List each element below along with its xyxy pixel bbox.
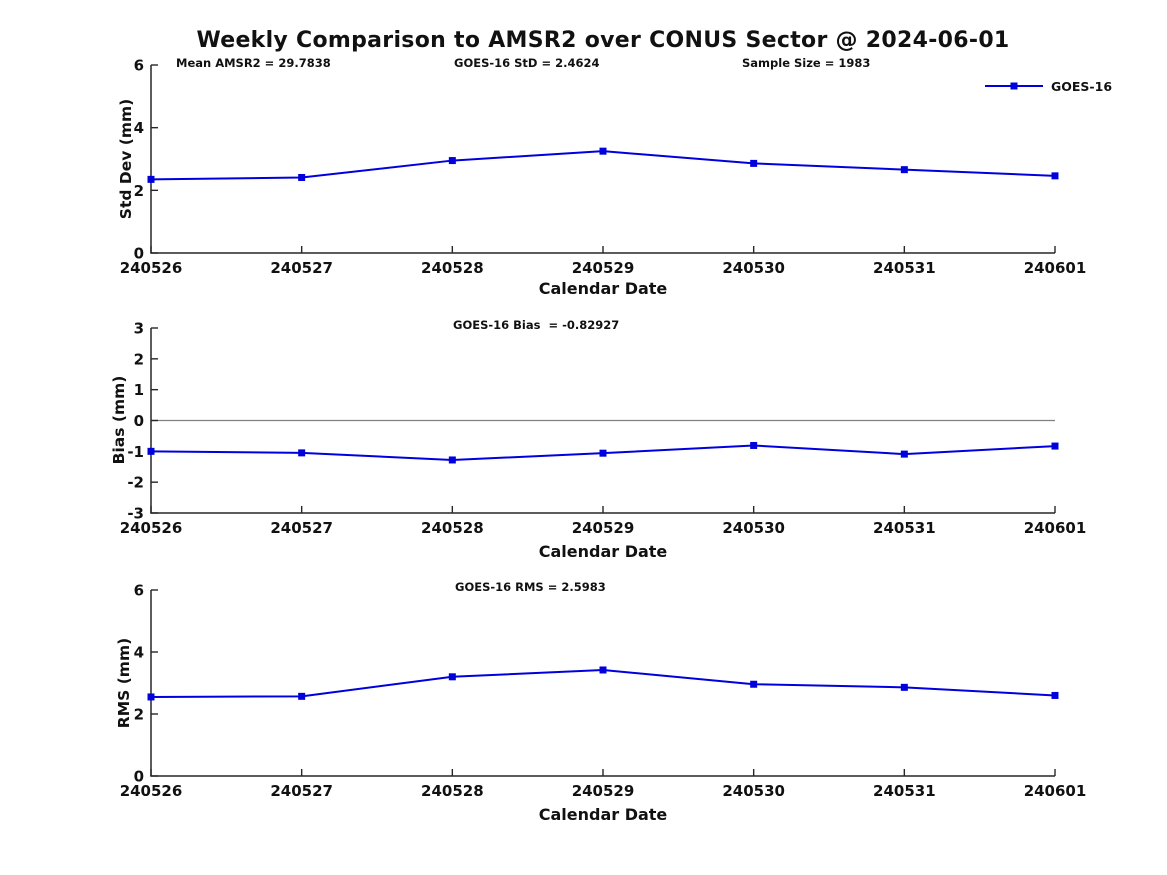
goes16-line — [150, 150, 1056, 181]
annotation-goes16-rms: GOES-16 RMS = 2.5983 — [455, 580, 606, 594]
legend-label: GOES-16 — [1051, 78, 1113, 94]
goes16-marker — [900, 683, 908, 691]
std-dev-plot: 0 2 4 6 240526 240527 240528 240529 240530 240531… — [120, 57, 1087, 278]
y-tick-label: 4 — [134, 644, 144, 662]
x-tick-label: 240530 — [722, 782, 785, 800]
bias-plot: -3 -2 -1 0 1 2 3 240526 240527 240528 240529 240530… — [120, 320, 1087, 538]
x-tick-label: 240526 — [120, 519, 183, 537]
goes16-marker — [599, 666, 607, 674]
goes16-marker — [1051, 172, 1059, 180]
y-tick-label: 4 — [134, 119, 144, 137]
rms-plot: 0 2 4 6 240526 240527 240528 240529 240530 240531… — [120, 582, 1087, 801]
x-tick-label: 240529 — [572, 259, 635, 277]
x-tick-label: 240528 — [421, 259, 484, 277]
x-axis-label-bias: Calendar Date — [538, 542, 668, 561]
x-tick-label: 240531 — [873, 782, 936, 800]
y-tick-label: 0 — [134, 245, 144, 263]
y-tick-label: -3 — [127, 505, 144, 523]
goes16-marker — [298, 692, 306, 700]
x-tick-label: 240601 — [1024, 782, 1087, 800]
x-tick-label: 240531 — [873, 259, 936, 277]
x-axis-label-stddev: Calendar Date — [538, 279, 668, 298]
goes16-marker — [147, 693, 155, 701]
x-tick-label: 240530 — [722, 259, 785, 277]
x-axis-label-rms: Calendar Date — [538, 805, 668, 824]
goes16-marker — [298, 173, 306, 181]
goes16-marker — [298, 449, 306, 457]
y-axis-label-bias: Bias (mm) — [110, 375, 128, 465]
legend: GOES-16 — [983, 78, 1112, 94]
x-tick-label: 240528 — [421, 519, 484, 537]
x-tick-label: 240527 — [270, 782, 333, 800]
x-tick-label: 240530 — [722, 519, 785, 537]
legend-line-marker-icon — [985, 82, 1043, 90]
y-tick-label: -1 — [127, 443, 144, 461]
goes16-line — [150, 668, 1056, 698]
y-axis-label-stddev: Std Dev (mm) — [117, 98, 135, 220]
y-tick-label: 6 — [134, 57, 144, 75]
y-tick-label: 0 — [134, 412, 144, 430]
y-tick-label: 2 — [134, 706, 144, 724]
x-tick-label: 240528 — [421, 782, 484, 800]
y-axis-label-rms: RMS (mm) — [115, 637, 133, 729]
annotation-goes16-bias: GOES-16 Bias = -0.82927 — [453, 318, 620, 332]
y-tick-label: 0 — [134, 768, 144, 786]
goes16-marker — [750, 159, 758, 167]
goes16-marker — [900, 166, 908, 174]
goes16-marker — [599, 147, 607, 155]
goes16-marker — [448, 456, 456, 464]
y-tick-label: 1 — [134, 381, 144, 399]
x-tick-label: 240531 — [873, 519, 936, 537]
goes16-marker — [1051, 442, 1059, 450]
goes16-marker — [599, 449, 607, 457]
x-tick-label: 240526 — [120, 259, 183, 277]
x-tick-label: 240527 — [270, 259, 333, 277]
figure-title: Weekly Comparison to AMSR2 over CONUS Se… — [196, 28, 1010, 53]
x-tick-label: 240601 — [1024, 519, 1087, 537]
x-tick-label: 240526 — [120, 782, 183, 800]
goes16-marker — [448, 673, 456, 681]
annotation-goes16-std: GOES-16 StD = 2.4624 — [454, 56, 600, 70]
goes16-marker — [1051, 691, 1059, 699]
goes16-marker — [448, 157, 456, 165]
y-tick-label: 3 — [134, 320, 144, 338]
x-tick-label: 240529 — [572, 782, 635, 800]
goes16-marker — [750, 680, 758, 688]
goes16-marker — [900, 450, 908, 458]
x-tick-label: 240529 — [572, 519, 635, 537]
y-tick-label: 6 — [134, 582, 144, 600]
goes16-marker — [750, 441, 758, 449]
y-tick-label: -2 — [127, 474, 144, 492]
y-tick-label: 2 — [134, 350, 144, 368]
x-tick-label: 240527 — [270, 519, 333, 537]
x-tick-label: 240601 — [1024, 259, 1087, 277]
goes16-marker — [147, 175, 155, 183]
annotation-mean-amsr2: Mean AMSR2 = 29.7838 — [176, 56, 331, 70]
annotation-sample-size: Sample Size = 1983 — [742, 56, 871, 70]
y-tick-label: 2 — [134, 182, 144, 200]
goes16-marker — [147, 447, 155, 455]
